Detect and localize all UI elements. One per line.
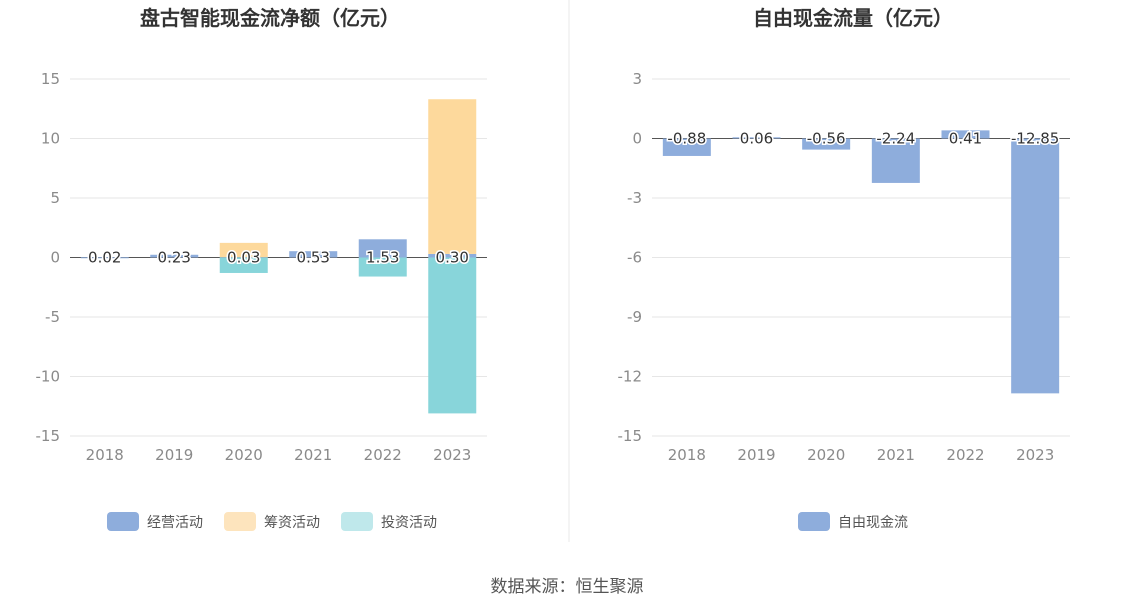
chart-1-xtick-label: 2018 [668,446,706,464]
chart-1-legend-label: 自由现金流 [838,515,908,531]
chart-0-bar [428,257,477,414]
chart-0-xtick-label: 2022 [364,446,402,464]
chart-1-bar [732,137,781,139]
chart-0-legend-label: 投资活动 [381,515,437,531]
chart-0-bar [219,257,268,273]
chart-0-xtick-label: 2019 [155,446,193,464]
chart-0-bar [219,242,268,258]
chart-0-data-label: 1.53 [366,249,399,267]
chart-1-bar [802,138,851,150]
chart-0-title: 盘古智能现金流净额（亿元） [140,6,400,30]
chart-0-legend-label: 经营活动 [147,515,203,531]
chart-0-ytick-label: -10 [36,368,61,386]
chart-0-bar [80,257,129,259]
chart-1-xtick-label: 2020 [807,446,845,464]
chart-0-legend-swatch [107,512,139,531]
chart-0-legend-label: 筹资活动 [264,514,320,531]
chart-0-ytick-label: 5 [50,189,60,207]
chart-0-bar [428,99,477,254]
chart-1-ytick-label: 0 [632,130,642,148]
chart-0-data-label: 0.03 [227,249,260,267]
chart-1-bar [941,130,990,139]
chart-1-data-label: -12.85 [1011,130,1059,148]
chart-0-legend-swatch [341,512,373,531]
chart-0-data-label: 0.30 [436,249,469,267]
data-source-label: 数据来源：恒生聚源 [491,577,644,597]
chart-0-ytick-label: 15 [41,70,60,88]
chart-1-xtick-label: 2022 [946,446,984,464]
chart-1-xtick-label: 2023 [1016,446,1054,464]
chart-0-bar [150,254,199,258]
chart-0-bar [358,257,407,277]
chart-1-bar [871,138,920,183]
chart-0-bar [358,239,407,258]
chart-1-title: 自由现金流量（亿元） [753,6,953,30]
chart-1-ytick-label: -3 [627,189,642,207]
chart-0-xtick-label: 2023 [433,446,471,464]
chart-1-ytick-label: 3 [632,70,642,88]
chart-1-legend-swatch [798,512,830,531]
chart-0-ytick-label: 0 [50,249,60,267]
chart-0-xtick-label: 2021 [294,446,332,464]
chart-1-ytick-label: -9 [627,308,642,326]
chart-1-xtick-label: 2019 [737,446,775,464]
chart-1-ytick-label: -6 [627,249,642,267]
chart-1-data-label: 0.41 [949,130,982,148]
chart-0-data-label: 0.23 [158,249,191,267]
chart-1-data-label: -0.88 [667,130,706,148]
chart-1-xtick-label: 2021 [877,446,915,464]
chart-0-data-label: 0.02 [88,249,121,267]
chart-0-ytick-label: -15 [36,427,61,445]
chart-0-ytick-label: -5 [45,308,60,326]
chart-1-bar [662,138,711,156]
chart-1-ytick-label: -15 [618,427,643,445]
chart-0-ytick-label: 10 [41,130,60,148]
chart-0-bar [428,253,477,258]
chart-0-data-label: 0.53 [297,249,330,267]
chart-0-bar [289,251,338,258]
chart-0-legend-swatch [224,512,256,531]
chart-1-data-label: -0.56 [807,130,846,148]
chart-1-bar [1011,138,1060,394]
chart-1-data-label: 0.06 [740,130,773,148]
chart-0-xtick-label: 2020 [225,446,263,464]
chart-0-xtick-label: 2018 [86,446,124,464]
chart-1-data-label: -2.24 [876,130,915,148]
chart-1-ytick-label: -12 [618,368,643,386]
